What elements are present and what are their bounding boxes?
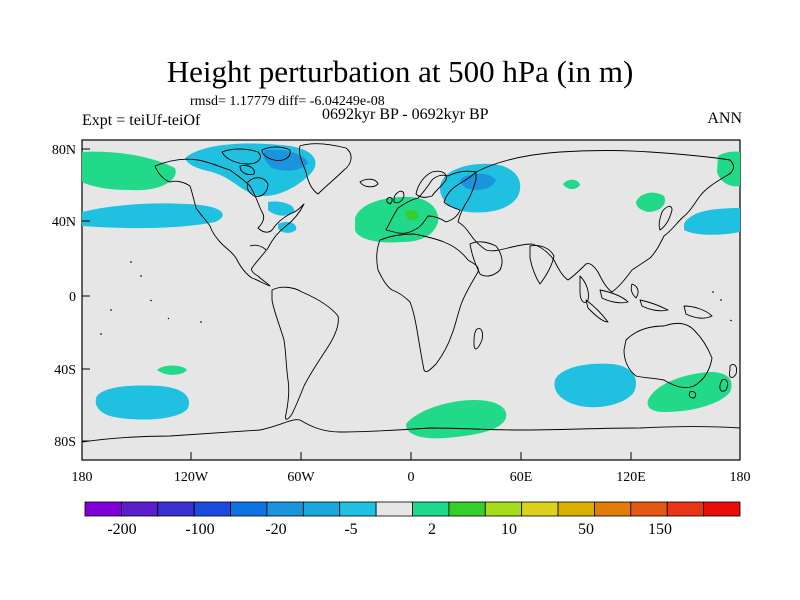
anomaly-patch <box>554 363 636 408</box>
coast-antarctica <box>81 419 741 443</box>
lon-label: 0 <box>408 470 415 485</box>
experiment-label: Expt = teiUf-teiOf <box>82 112 201 129</box>
anomaly-patch <box>636 192 666 212</box>
coastlines <box>81 143 741 443</box>
coast-hudson-bay <box>246 177 269 197</box>
colorbar-cell <box>375 501 413 517</box>
colorbar-label: -5 <box>344 521 357 538</box>
stats-text: rmsd= 1.17779 diff= -6.04249e-08 <box>190 94 385 109</box>
colorbar-cell <box>84 501 122 517</box>
coast-sumatra <box>585 299 609 323</box>
colorbar-cell <box>193 501 231 517</box>
coast-tasmania <box>688 391 697 399</box>
coast-japan <box>658 205 673 231</box>
lon-label: 120W <box>174 470 209 485</box>
colorbar-cell <box>339 501 377 517</box>
anomaly-patch <box>268 201 295 216</box>
colorbar-label: 150 <box>648 521 672 538</box>
season-label: ANN <box>707 110 742 127</box>
lat-label: 80S <box>54 435 76 450</box>
colorbar-cell <box>448 501 486 517</box>
colorbar-cell <box>630 501 668 517</box>
coast-greenland <box>299 143 352 195</box>
colorbar-label: 50 <box>578 521 594 538</box>
lon-label: 60W <box>287 470 315 485</box>
anomaly-patch <box>563 179 580 190</box>
coast-pacific-islands <box>100 261 733 335</box>
coast-india <box>529 245 555 285</box>
anomaly-patch <box>405 210 419 220</box>
colorbar-cell <box>484 501 523 517</box>
lat-label: 40N <box>52 215 76 230</box>
coast-europe <box>385 170 477 234</box>
map-panel <box>81 139 741 461</box>
colorbar-cell <box>557 501 595 517</box>
colorbar-cell <box>120 501 159 517</box>
plot-title: Height perturbation at 500 hPa (in m) <box>166 54 634 89</box>
coast-africa <box>376 233 479 373</box>
colorbar-label: -200 <box>107 521 136 538</box>
colorbar-labels: -200 -100 -20 -5 2 10 50 150 <box>107 521 672 538</box>
anomaly-patch <box>95 385 190 420</box>
colorbar-label: 10 <box>501 521 517 538</box>
coast-madagascar <box>473 328 483 350</box>
lon-ticks <box>190 452 632 460</box>
coast-iceland <box>359 178 379 188</box>
colorbar-label: 2 <box>428 521 436 538</box>
coast-uk <box>386 190 405 205</box>
anomaly-patch <box>82 151 176 191</box>
lon-label: 180 <box>72 470 93 485</box>
coast-asia <box>457 150 734 293</box>
anomaly-patch <box>684 208 740 235</box>
lon-label: 180 <box>730 470 751 485</box>
colorbar-cell <box>703 501 741 517</box>
coast-new-guinea <box>683 305 713 319</box>
coast-australia <box>623 322 713 389</box>
lat-label: 0 <box>69 290 76 305</box>
colorbar <box>84 501 741 517</box>
colorbar-cell <box>521 501 559 517</box>
coast-arabia <box>469 241 503 277</box>
colorbar-label: -100 <box>185 521 214 538</box>
coast-arctic-islands <box>221 146 291 175</box>
lat-labels: 80N 40N 0 40S 80S <box>52 143 76 450</box>
coast-scandinavia <box>415 170 447 198</box>
colorbar-cell <box>412 501 450 517</box>
coast-new-zealand <box>719 363 737 392</box>
colorbar-cell <box>302 501 341 517</box>
coast-southeast-asia <box>579 275 669 312</box>
lon-label: 60E <box>510 470 533 485</box>
coast-south-america <box>271 286 339 420</box>
colorbar-cell <box>594 501 632 517</box>
coast-gulf <box>249 244 267 251</box>
colorbar-cell <box>266 501 304 517</box>
colorbar-cell <box>230 501 268 517</box>
anomaly-patches <box>82 143 740 439</box>
coast-north-america <box>154 158 305 287</box>
anomaly-patch <box>82 203 223 229</box>
lat-label: 40S <box>54 363 76 378</box>
anomaly-patch <box>278 222 297 233</box>
lat-ticks <box>82 148 90 442</box>
colorbar-label: -20 <box>265 521 286 538</box>
lon-labels: 180 120W 60W 0 60E 120E 180 <box>72 470 751 485</box>
lon-label: 120E <box>616 470 646 485</box>
anomaly-patch <box>263 149 308 171</box>
period-label: 0692kyr BP - 0692kyr BP <box>322 106 489 123</box>
colorbar-cell <box>157 501 195 517</box>
colorbar-cell <box>666 501 705 517</box>
anomaly-patch <box>157 365 187 375</box>
anomaly-patch <box>355 196 439 243</box>
lat-label: 80N <box>52 143 76 158</box>
